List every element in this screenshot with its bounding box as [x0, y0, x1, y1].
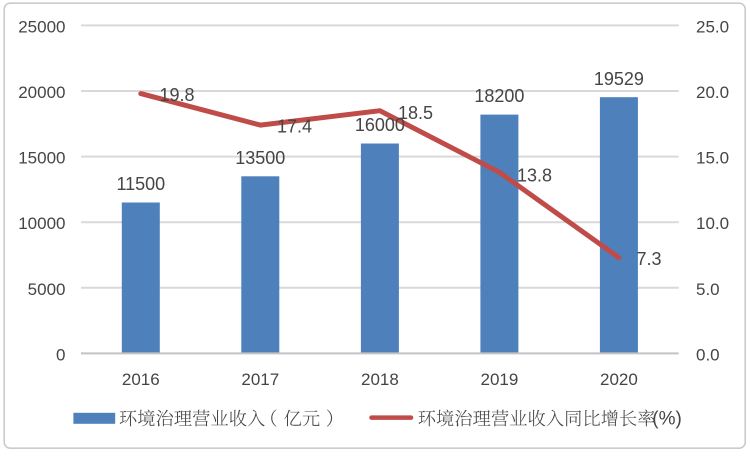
svg-text:17.4: 17.4: [277, 117, 312, 137]
svg-text:18200: 18200: [474, 86, 524, 106]
svg-text:25000: 25000: [18, 17, 65, 36]
svg-text:18.5: 18.5: [398, 103, 433, 123]
svg-text:20000: 20000: [18, 83, 65, 102]
svg-text:13500: 13500: [235, 148, 285, 168]
svg-text:15.0: 15.0: [696, 149, 729, 168]
svg-text:2018: 2018: [361, 370, 399, 389]
svg-text:0: 0: [56, 345, 65, 364]
svg-text:10.0: 10.0: [696, 214, 729, 233]
svg-text:7.3: 7.3: [637, 249, 662, 269]
svg-text:11500: 11500: [116, 174, 165, 194]
svg-text:2017: 2017: [241, 370, 279, 389]
svg-text:0.0: 0.0: [696, 345, 720, 364]
svg-text:20.0: 20.0: [696, 83, 729, 102]
svg-text:5000: 5000: [28, 280, 66, 299]
svg-text:19.8: 19.8: [160, 85, 195, 105]
svg-text:2020: 2020: [600, 370, 638, 389]
svg-text:19529: 19529: [594, 69, 644, 89]
svg-text:2019: 2019: [480, 370, 518, 389]
svg-text:2016: 2016: [122, 370, 160, 389]
svg-text:16000: 16000: [355, 115, 405, 135]
svg-text:13.8: 13.8: [517, 165, 552, 185]
svg-text:15000: 15000: [18, 149, 65, 168]
svg-text:10000: 10000: [18, 214, 65, 233]
svg-text:5.0: 5.0: [696, 280, 720, 299]
svg-text:(%): (%): [652, 408, 682, 429]
svg-text:25.0: 25.0: [696, 17, 729, 36]
